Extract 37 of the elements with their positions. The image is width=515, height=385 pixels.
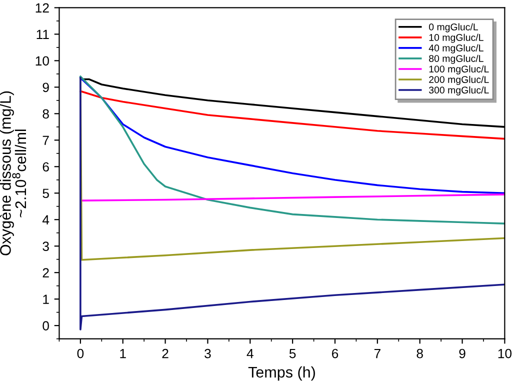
line-series bbox=[80, 76, 505, 194]
legend-label: 80 mgGluc/L bbox=[429, 54, 484, 64]
legend-label: 200 mgGluc/L bbox=[429, 76, 489, 85]
legend-label: 0 mgGluc/L bbox=[429, 23, 478, 32]
x-axis-title: Temps (h) bbox=[248, 366, 315, 381]
y-tick-label: 3 bbox=[42, 242, 49, 252]
x-tick-label: 10 bbox=[498, 348, 512, 358]
legend-label: 300 mgGluc/L bbox=[428, 86, 489, 96]
y-tick-label: 2 bbox=[42, 268, 49, 278]
y-tick-label: 7 bbox=[42, 136, 49, 145]
x-tick-label: 8 bbox=[416, 348, 423, 358]
x-tick-label: 1 bbox=[120, 349, 126, 358]
line-series bbox=[80, 194, 505, 202]
y-tick-label: 5 bbox=[42, 188, 49, 198]
legend-label: 100 mgGluc/L bbox=[429, 65, 489, 74]
x-tick-label: 4 bbox=[246, 349, 254, 358]
y-axis-title: Oxygène dissous (mg/L) ~2.10$^{8}$cell/ml bbox=[0, 91, 26, 256]
x-tick-label: 3 bbox=[204, 348, 211, 358]
x-tick-label: 5 bbox=[289, 349, 296, 358]
y-tick-label: 11 bbox=[36, 30, 49, 39]
y-tick-label: 9 bbox=[42, 82, 49, 92]
y-tick-label: 1 bbox=[43, 294, 49, 304]
x-tick-label: 7 bbox=[374, 349, 380, 358]
legend-label: 40 mgGluc/L bbox=[428, 44, 484, 54]
y-tick-label: 12 bbox=[36, 3, 49, 12]
x-tick-label: 6 bbox=[332, 348, 338, 358]
y-tick-label: 4 bbox=[42, 215, 50, 224]
legend-label: 10 mgGluc/L bbox=[429, 34, 484, 43]
line-series bbox=[80, 76, 505, 330]
y-tick-label: 6 bbox=[42, 162, 49, 172]
x-tick-label: 0 bbox=[77, 348, 84, 358]
line-series bbox=[80, 76, 505, 224]
y-tick-label: 8 bbox=[42, 109, 49, 119]
x-tick-label: 2 bbox=[162, 348, 168, 358]
x-tick-label: 9 bbox=[459, 348, 466, 358]
y-tick-label: 10 bbox=[36, 56, 49, 66]
y-tick-label: 0 bbox=[42, 321, 49, 330]
